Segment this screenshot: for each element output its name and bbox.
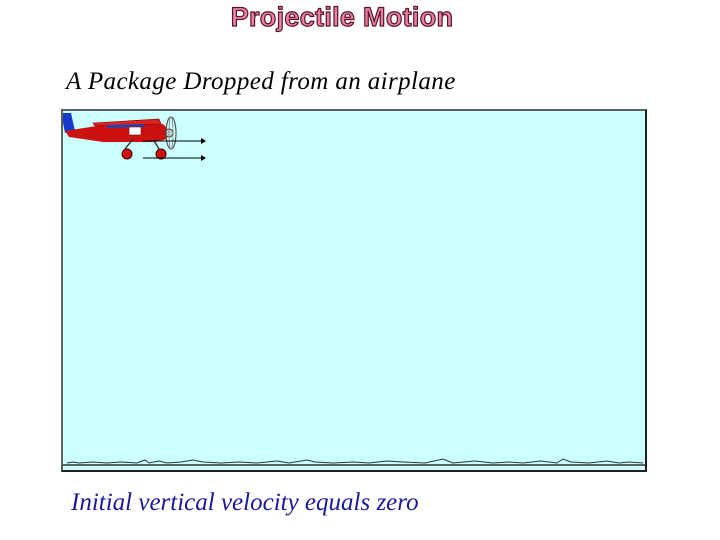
ground-line [63,458,645,466]
velocity-vectors [143,138,206,161]
airplane-wing [92,118,162,127]
animation-scene [61,109,647,472]
scene-svg [63,113,645,466]
grass-icon [66,458,644,464]
arrowhead-icon [201,155,206,161]
airplane-wheel [155,148,167,160]
airplane-fuselage [65,124,167,142]
slide-title: Projectile Motion [230,1,454,32]
airplane-tail [63,113,75,133]
airplane-icon [63,113,177,160]
slide-caption: Initial vertical velocity equals zero [71,489,419,516]
airplane-wheel [121,148,133,160]
airplane-window [128,126,142,136]
slide-subtitle: A Package Dropped from an airplane [66,68,456,95]
arrowhead-icon [201,138,206,144]
